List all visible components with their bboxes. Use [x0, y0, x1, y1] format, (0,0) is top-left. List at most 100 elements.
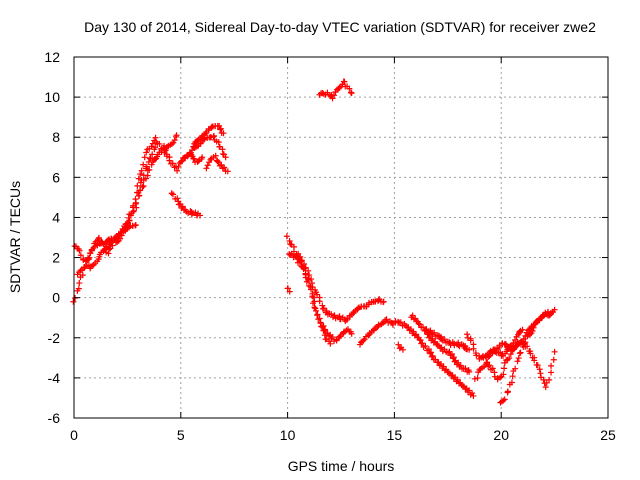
data-point	[370, 326, 377, 333]
series-arc14	[356, 316, 477, 399]
data-point	[288, 250, 295, 257]
axis-ticks: 0 5 10 15 20 25 -6 -4 -2 0 2 4 6 8 10 12	[44, 49, 616, 443]
data-point	[415, 320, 422, 327]
data-point	[321, 332, 328, 339]
series-arc7	[191, 132, 229, 161]
y-tick-label: 0	[52, 290, 60, 306]
data-point	[508, 379, 515, 386]
series-arc2	[71, 142, 206, 272]
data-point	[88, 246, 95, 253]
data-point	[316, 315, 323, 322]
data-point	[469, 390, 476, 397]
data-point	[506, 355, 513, 362]
data-point	[341, 78, 348, 85]
data-point	[152, 144, 159, 151]
data-point	[328, 311, 335, 318]
data-point	[511, 345, 518, 352]
data-point	[537, 370, 544, 377]
data-point	[126, 217, 133, 224]
data-point	[300, 264, 307, 271]
data-point	[105, 250, 112, 257]
data-point	[94, 237, 101, 244]
data-point	[77, 252, 84, 259]
data-point	[138, 167, 145, 174]
data-point	[529, 328, 536, 335]
data-point	[549, 308, 556, 315]
data-point	[214, 158, 221, 165]
data-point	[355, 305, 362, 312]
series-arc13	[294, 255, 334, 347]
data-point	[203, 165, 210, 172]
data-point	[395, 341, 402, 348]
data-point	[146, 155, 153, 162]
x-tick-label: 0	[70, 427, 78, 443]
data-point	[83, 257, 90, 264]
grid-lines	[74, 57, 608, 418]
y-tick-label: 4	[52, 209, 60, 225]
data-point	[70, 298, 77, 305]
data-point	[109, 242, 116, 249]
data-point	[346, 85, 353, 92]
data-point	[527, 350, 534, 357]
data-point	[474, 375, 481, 382]
data-points	[70, 78, 558, 406]
data-point	[509, 373, 516, 380]
data-point	[428, 349, 435, 356]
data-point	[530, 324, 537, 331]
data-point	[161, 146, 168, 153]
data-point	[169, 160, 176, 167]
data-point	[303, 278, 310, 285]
data-point	[171, 137, 178, 144]
data-point	[305, 267, 312, 274]
data-point	[143, 163, 150, 170]
data-point	[546, 376, 553, 383]
data-point	[283, 233, 290, 240]
data-point	[188, 211, 195, 218]
data-point	[215, 139, 222, 146]
data-point	[286, 288, 293, 295]
data-point	[149, 151, 156, 158]
data-point	[504, 388, 511, 395]
data-point	[316, 298, 323, 305]
series-arc3	[74, 234, 116, 278]
data-point	[122, 226, 129, 233]
data-point	[462, 342, 469, 349]
data-point	[466, 346, 473, 353]
data-point	[466, 387, 473, 394]
data-point	[486, 362, 493, 369]
series-arc8	[203, 152, 231, 175]
data-point	[448, 350, 455, 357]
data-point	[222, 154, 229, 161]
data-point	[501, 359, 508, 366]
data-point	[133, 204, 140, 211]
data-point	[517, 349, 524, 356]
data-point	[118, 232, 125, 239]
x-axis-label: GPS time / hours	[288, 458, 395, 474]
data-point	[132, 221, 139, 228]
y-tick-label: -2	[48, 330, 61, 346]
series-arc10	[284, 285, 293, 295]
data-point	[320, 327, 327, 334]
data-point	[445, 369, 452, 376]
series-arc5	[168, 190, 204, 219]
data-point	[516, 328, 523, 335]
data-point	[519, 326, 526, 333]
data-point	[140, 182, 147, 189]
data-point	[462, 365, 469, 372]
data-point	[210, 132, 217, 139]
data-point	[434, 341, 441, 348]
data-point	[380, 298, 387, 305]
data-point	[382, 317, 389, 324]
data-point	[309, 293, 316, 300]
data-point	[134, 182, 141, 189]
data-point	[311, 304, 318, 311]
data-point	[137, 171, 144, 178]
data-point	[348, 90, 355, 97]
series-arc11	[283, 233, 387, 325]
data-point	[76, 247, 83, 254]
data-point	[224, 168, 231, 175]
series-arc21	[480, 326, 526, 361]
y-tick-label: 2	[52, 250, 60, 266]
data-point	[429, 352, 436, 359]
data-point	[135, 175, 142, 182]
